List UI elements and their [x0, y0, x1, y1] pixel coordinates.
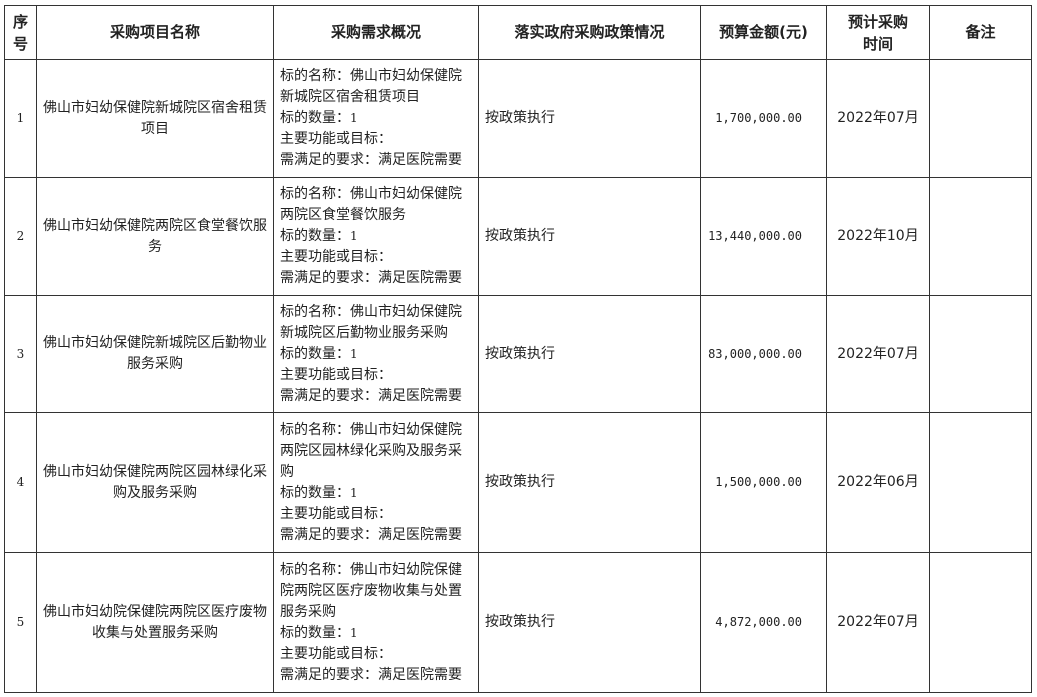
desc-qty-label: 标的数量：: [280, 484, 350, 501]
cell-name: 佛山市妇幼保健院两院区园林绿化采购及服务采购: [36, 412, 274, 553]
header-time: 预计采购时间: [826, 5, 930, 60]
desc-goal: 主要功能或目标：: [280, 505, 392, 522]
desc-qty: 标的数量：1: [280, 623, 474, 644]
cell-policy: 按政策执行: [478, 552, 701, 693]
desc-goal: 主要功能或目标：: [280, 131, 392, 147]
desc-req: 需满足的要求：满足医院需要: [280, 270, 462, 286]
cell-policy: 按政策执行: [478, 59, 701, 178]
desc-qty: 标的数量：1: [280, 483, 474, 504]
table-row: 5 佛山市妇幼院保健院两院区医疗废物收集与处置服务采购 标的名称：佛山市妇幼院保…: [4, 552, 1032, 693]
desc-req: 需满足的要求：满足医院需要: [280, 526, 462, 543]
desc-goal: 主要功能或目标：: [280, 249, 392, 265]
table-row: 3 佛山市妇幼保健院新城院区后勤物业服务采购 标的名称：佛山市妇幼保健院新城院区…: [4, 295, 1032, 413]
desc-req: 需满足的要求：满足医院需要: [280, 666, 462, 683]
cell-amount: 1,700,000.00: [700, 59, 827, 178]
cell-name: 佛山市妇幼保健院新城院区后勤物业服务采购: [36, 295, 274, 413]
cell-time: 2022年07月: [826, 552, 930, 693]
desc-goal: 主要功能或目标：: [280, 366, 392, 383]
cell-note: [929, 412, 1032, 553]
header-amount: 预算金额(元): [700, 5, 827, 60]
header-seq: 序号: [4, 5, 37, 60]
cell-policy: 按政策执行: [478, 412, 701, 553]
desc-qty-label: 标的数量：: [280, 228, 350, 244]
desc-qty: 标的数量：1: [280, 226, 474, 247]
desc-qty: 标的数量：1: [280, 108, 474, 129]
desc-name: 标的名称：佛山市妇幼保健院两院区食堂餐饮服务: [280, 186, 462, 223]
cell-desc: 标的名称：佛山市妇幼保健院两院区食堂餐饮服务 标的数量：1 主要功能或目标： 需…: [273, 177, 479, 296]
procurement-table: 序号 采购项目名称 采购需求概况 落实政府采购政策情况 预算金额(元) 预计采购…: [4, 5, 1032, 693]
header-row: 序号 采购项目名称 采购需求概况 落实政府采购政策情况 预算金额(元) 预计采购…: [4, 5, 1032, 60]
header-policy: 落实政府采购政策情况: [478, 5, 701, 60]
desc-qty-label: 标的数量：: [280, 110, 350, 126]
desc-goal: 主要功能或目标：: [280, 645, 392, 662]
desc-req: 需满足的要求：满足医院需要: [280, 387, 462, 404]
desc-qty-value: 1: [350, 625, 358, 640]
cell-name: 佛山市妇幼保健院两院区食堂餐饮服务: [36, 177, 274, 296]
desc-qty-value: 1: [350, 346, 358, 361]
cell-desc: 标的名称：佛山市妇幼保健院新城院区后勤物业服务采购 标的数量：1 主要功能或目标…: [273, 295, 479, 413]
cell-time: 2022年07月: [826, 295, 930, 413]
desc-qty-value: 1: [350, 111, 358, 125]
header-desc: 采购需求概况: [273, 5, 479, 60]
cell-desc: 标的名称：佛山市妇幼保健院两院区园林绿化采购及服务采购 标的数量：1 主要功能或…: [273, 412, 479, 553]
cell-policy: 按政策执行: [478, 295, 701, 413]
cell-seq: 1: [4, 59, 37, 178]
desc-qty-label: 标的数量：: [280, 624, 350, 641]
cell-note: [929, 552, 1032, 693]
desc-req: 需满足的要求：满足医院需要: [280, 152, 462, 168]
cell-time: 2022年07月: [826, 59, 930, 178]
cell-policy: 按政策执行: [478, 177, 701, 296]
table-row: 2 佛山市妇幼保健院两院区食堂餐饮服务 标的名称：佛山市妇幼保健院两院区食堂餐饮…: [4, 177, 1032, 296]
cell-amount: 4,872,000.00: [700, 552, 827, 693]
cell-time: 2022年06月: [826, 412, 930, 553]
cell-name: 佛山市妇幼保健院新城院区宿舍租赁项目: [36, 59, 274, 178]
header-note: 备注: [929, 5, 1032, 60]
table-row: 1 佛山市妇幼保健院新城院区宿舍租赁项目 标的名称：佛山市妇幼保健院新城院区宿舍…: [4, 59, 1032, 178]
cell-desc: 标的名称：佛山市妇幼保健院新城院区宿舍租赁项目 标的数量：1 主要功能或目标： …: [273, 59, 479, 178]
cell-time: 2022年10月: [826, 177, 930, 296]
cell-seq: 3: [4, 295, 37, 413]
desc-qty-label: 标的数量：: [280, 345, 350, 362]
cell-seq: 4: [4, 412, 37, 553]
cell-amount: 83,000,000.00: [700, 295, 827, 413]
desc-name: 标的名称：佛山市妇幼保健院新城院区后勤物业服务采购: [280, 303, 462, 341]
cell-seq: 2: [4, 177, 37, 296]
cell-desc: 标的名称：佛山市妇幼院保健院两院区医疗废物收集与处置服务采购 标的数量：1 主要…: [273, 552, 479, 693]
desc-name: 标的名称：佛山市妇幼保健院新城院区宿舍租赁项目: [280, 68, 462, 105]
desc-name: 标的名称：佛山市妇幼院保健院两院区医疗废物收集与处置服务采购: [280, 561, 462, 620]
cell-seq: 5: [4, 552, 37, 693]
cell-note: [929, 177, 1032, 296]
cell-amount: 13,440,000.00: [700, 177, 827, 296]
table-row: 4 佛山市妇幼保健院两院区园林绿化采购及服务采购 标的名称：佛山市妇幼保健院两院…: [4, 412, 1032, 553]
desc-qty-value: 1: [350, 229, 358, 243]
cell-note: [929, 59, 1032, 178]
cell-name: 佛山市妇幼院保健院两院区医疗废物收集与处置服务采购: [36, 552, 274, 693]
desc-qty-value: 1: [350, 485, 358, 500]
cell-amount: 1,500,000.00: [700, 412, 827, 553]
desc-name: 标的名称：佛山市妇幼保健院两院区园林绿化采购及服务采购: [280, 421, 462, 480]
desc-qty: 标的数量：1: [280, 344, 474, 365]
cell-note: [929, 295, 1032, 413]
header-name: 采购项目名称: [36, 5, 274, 60]
